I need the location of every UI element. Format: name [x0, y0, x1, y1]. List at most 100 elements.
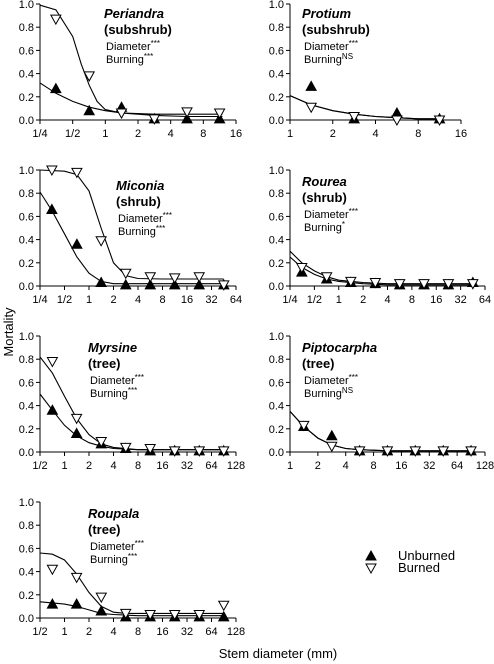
x-tick-label: 16: [181, 294, 193, 306]
x-tick-label: 128: [227, 626, 245, 638]
burned-point: [391, 115, 403, 127]
y-tick-label: 1.0: [19, 497, 34, 509]
x-tick-label: 4: [168, 128, 174, 140]
burned-point: [144, 610, 157, 621]
x-tick-label: 16: [230, 128, 242, 140]
x-tick-label: 64: [205, 626, 217, 638]
x-axis-title: Stem diameter (mm): [219, 646, 337, 661]
unburned-point: [83, 104, 96, 116]
unburned-point: [168, 278, 181, 290]
burned-point: [418, 279, 430, 290]
burned-point: [465, 446, 477, 457]
x-tick-label: 32: [181, 460, 193, 472]
unburned-point: [305, 80, 318, 91]
x-tick-label: 32: [205, 294, 217, 306]
y-tick-label: 0.0: [269, 447, 284, 459]
stat-diameter: Diameter***: [118, 211, 172, 225]
unburned-point: [144, 278, 157, 290]
genus-label: Roupala: [88, 506, 139, 521]
y-tick-label: 0.4: [269, 401, 284, 413]
y-tick-label: 0.8: [269, 354, 284, 366]
y-tick-label: 0.6: [19, 377, 34, 389]
burned-point: [119, 442, 132, 454]
y-tick-label: 0.0: [19, 613, 34, 625]
burned-point: [305, 102, 318, 114]
x-tick-label: 64: [205, 460, 217, 472]
genus-label: Myrsine: [88, 340, 137, 355]
y-tick-label: 0.0: [269, 281, 284, 293]
stat-diameter: Diameter***: [304, 39, 358, 53]
x-tick-label: 4: [372, 128, 378, 140]
genus-label: Miconia: [116, 178, 164, 193]
x-tick-label: 8: [415, 128, 421, 140]
x-tick-label: 8: [135, 460, 141, 472]
growth-form-label: (subshrub): [302, 22, 370, 37]
burned-point: [144, 444, 157, 455]
fit-curve-unburned: [289, 411, 471, 452]
y-tick-label: 0.2: [19, 92, 34, 104]
stat-burning: Burning*: [304, 220, 345, 234]
growth-form-label: (tree): [88, 522, 121, 537]
stat-diameter: Diameter***: [106, 39, 160, 53]
x-tick-label: 1: [287, 128, 293, 140]
stat-burning: Burning***: [90, 552, 137, 566]
y-tick-label: 0.8: [19, 22, 34, 34]
y-tick-label: 0.8: [19, 354, 34, 366]
x-tick-label: 1: [61, 626, 67, 638]
burned-point: [119, 268, 132, 280]
x-tick-label: 1/4: [282, 294, 297, 306]
burned-point: [466, 279, 479, 290]
x-tick-label: 1: [287, 460, 293, 472]
burned-point: [148, 114, 161, 125]
unburned-point: [50, 82, 62, 94]
x-tick-label: 8: [371, 460, 377, 472]
burned-point: [409, 446, 422, 457]
y-axis-title: Mortality: [1, 307, 16, 357]
y-tick-label: 1.0: [19, 165, 34, 177]
y-tick-label: 0.4: [19, 567, 34, 579]
x-tick-label: 32: [181, 626, 193, 638]
y-tick-label: 0.4: [19, 69, 34, 81]
x-tick-label: 16: [455, 128, 467, 140]
y-tick-label: 0.6: [269, 377, 284, 389]
stat-diameter: Diameter***: [90, 539, 144, 553]
burned-point: [70, 413, 83, 425]
stat-diameter: Diameter***: [304, 207, 358, 221]
x-tick-label: 4: [110, 460, 116, 472]
y-tick-label: 1.0: [269, 165, 284, 177]
unburned-point: [181, 112, 193, 124]
x-tick-label: 1/2: [65, 128, 80, 140]
legend-burned-label: Burned: [398, 560, 440, 575]
y-tick-label: 0.8: [19, 520, 34, 532]
burned-point: [369, 278, 382, 289]
fit-curve-unburned: [39, 82, 223, 118]
burned-point: [193, 446, 206, 457]
x-tick-label: 8: [135, 626, 141, 638]
fit-curve-burned: [39, 4, 223, 115]
burned-point: [193, 272, 206, 283]
y-tick-label: 0.0: [269, 115, 284, 127]
y-tick-label: 0.6: [269, 211, 284, 223]
burned-point: [95, 592, 108, 604]
x-tick-label: 16: [395, 460, 407, 472]
y-tick-label: 0.2: [269, 92, 284, 104]
x-tick-label: 2: [330, 128, 336, 140]
growth-form-label: (tree): [88, 356, 121, 371]
burned-point: [393, 279, 406, 290]
y-tick-label: 0.2: [19, 424, 34, 436]
unburned-point: [46, 203, 58, 214]
burned-point: [70, 572, 83, 584]
unburned-point: [46, 404, 59, 415]
chart-panels: 0.00.20.40.60.81.01/4 1/2 1 2 4 8 16Periandra(…: [19, 0, 494, 638]
y-tick-label: 0.2: [269, 424, 284, 436]
burned-point: [344, 276, 357, 288]
x-tick-label: 1: [336, 294, 342, 306]
burned-point: [433, 115, 446, 127]
x-tick-label: 32: [455, 294, 467, 306]
x-tick-label: 4: [343, 460, 349, 472]
x-tick-label: 4: [384, 294, 390, 306]
unburned-point: [46, 598, 59, 609]
y-tick-label: 0.0: [19, 281, 34, 293]
fit-curve-burned: [289, 411, 471, 452]
burned-point: [95, 236, 107, 247]
